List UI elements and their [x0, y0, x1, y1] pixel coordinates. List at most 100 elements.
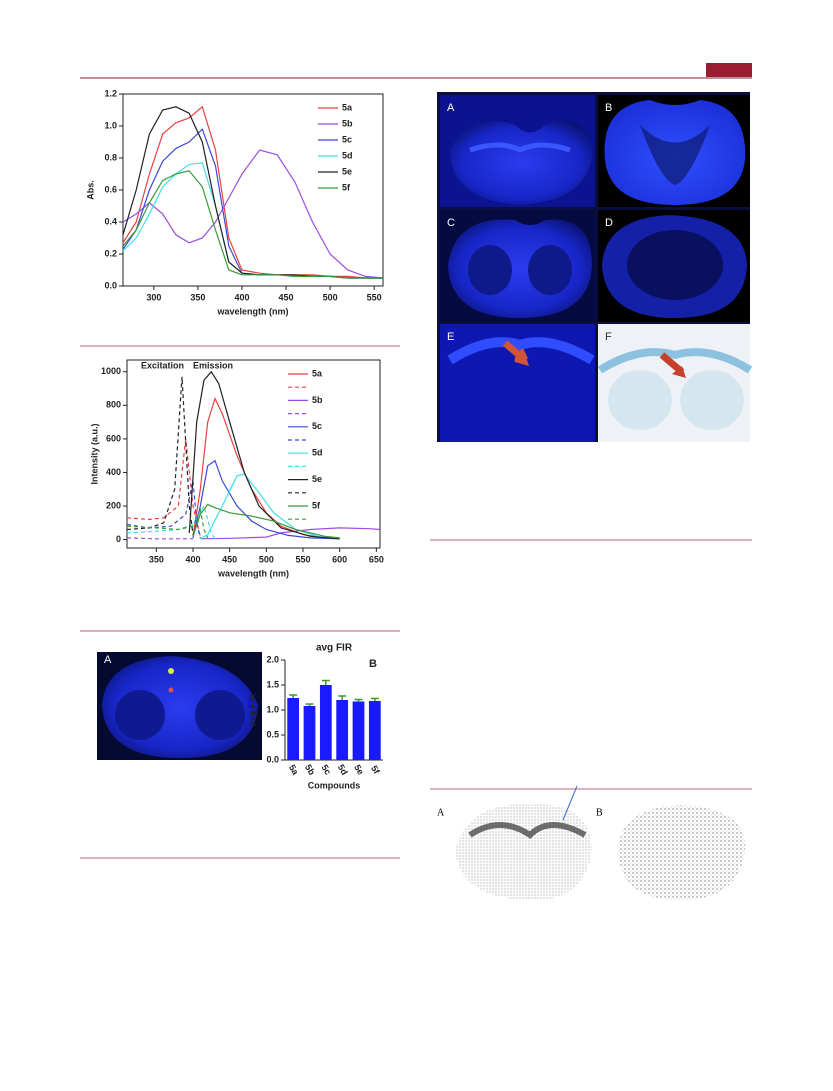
panel-label: A — [437, 807, 445, 818]
x-tick-label: 550 — [295, 554, 310, 564]
error-bar — [354, 698, 363, 702]
legend-label: 5a — [342, 102, 353, 112]
series-line — [126, 504, 216, 540]
panel-label: B — [605, 102, 612, 114]
error-bar — [305, 703, 314, 706]
panel-label: C — [447, 217, 455, 229]
y-tick-label: 0 — [116, 534, 121, 544]
y-tick-label: 1000 — [101, 366, 121, 376]
x-tick-label: 5e — [352, 763, 366, 777]
bar — [319, 685, 332, 760]
legend-label: 5c — [342, 134, 352, 144]
legend-label: 5e — [312, 474, 322, 484]
annotation: Excitation — [141, 360, 184, 370]
y-tick-label: 1.2 — [104, 88, 117, 98]
panel-label: A — [447, 102, 455, 114]
x-tick-label: 350 — [149, 554, 164, 564]
bar — [368, 701, 381, 760]
bar — [303, 706, 316, 760]
y-tick-label: 1.0 — [104, 120, 117, 130]
panel-label: A — [104, 654, 112, 666]
figure-panel-labels: A B C D E F — [447, 102, 613, 343]
x-axis-label: wavelength (nm) — [216, 306, 288, 316]
legend-label: 5d — [342, 150, 353, 160]
x-tick-label: 450 — [279, 292, 294, 302]
series-line — [192, 503, 340, 539]
y-axis-label: Intensity (a.u.) — [89, 423, 99, 484]
series-line — [200, 473, 340, 540]
series-line — [122, 106, 383, 279]
x-tick-label: 5f — [369, 764, 382, 777]
y-tick-label: 1.5 — [266, 679, 279, 689]
x-tick-label: 5a — [287, 763, 301, 778]
y-tick-label: 400 — [106, 467, 121, 477]
y-tick-label: 0.8 — [104, 152, 117, 162]
series-line — [126, 376, 194, 535]
x-tick-label: 500 — [323, 292, 338, 302]
y-tick-label: 2.0 — [266, 654, 279, 664]
legend-label: 5a — [312, 368, 323, 378]
series-line — [200, 527, 381, 540]
legend-label: 5f — [312, 500, 321, 510]
x-tick-label: 5d — [336, 763, 350, 777]
plot-frame — [126, 359, 381, 549]
x-tick-label: 350 — [190, 292, 205, 302]
series-line — [126, 438, 201, 537]
panel-label: B — [369, 658, 377, 670]
x-tick-label: 400 — [185, 554, 200, 564]
x-tick-label: 650 — [369, 554, 384, 564]
series-line — [192, 396, 340, 540]
y-tick-label: 0.5 — [266, 729, 279, 739]
panel-label: B — [596, 807, 603, 818]
x-tick-label: 5c — [320, 763, 334, 777]
chart-title: avg FIR — [316, 643, 353, 654]
legend-label: 5b — [342, 118, 353, 128]
series-line — [122, 149, 384, 279]
x-tick-label: 600 — [332, 554, 347, 564]
bar — [352, 701, 365, 760]
y-tick-label: 800 — [106, 400, 121, 410]
error-bar — [289, 694, 298, 698]
error-bar — [321, 679, 330, 685]
x-tick-label: 5b — [303, 763, 317, 778]
error-bar — [370, 697, 379, 701]
figure-image-grid — [437, 92, 753, 442]
series-line — [126, 507, 209, 539]
x-axis-label: wavelength (nm) — [217, 568, 289, 578]
y-tick-label: 0.6 — [104, 184, 117, 194]
bar — [336, 700, 349, 760]
series-line — [122, 105, 383, 279]
figure-4-images: A B — [437, 785, 746, 900]
legend-label: 5d — [312, 448, 323, 458]
legend-label: 5c — [312, 421, 322, 431]
y-tick-label: 1.0 — [266, 704, 279, 714]
legend-label: 5f — [342, 182, 351, 192]
panel-label: F — [605, 331, 612, 343]
annotation: Emission — [193, 360, 233, 370]
y-tick-label: 0.4 — [104, 216, 117, 226]
legend-label: 5e — [342, 166, 352, 176]
y-tick-label: 200 — [106, 500, 121, 510]
y-tick-label: 0.2 — [104, 248, 117, 258]
x-tick-label: 300 — [146, 292, 161, 302]
x-axis-label: Compounds — [308, 780, 361, 790]
bar — [287, 698, 300, 760]
header-block — [706, 63, 752, 77]
y-tick-label: 600 — [106, 433, 121, 443]
series-line — [188, 370, 340, 540]
series-line — [122, 162, 383, 279]
panel-label: E — [447, 331, 454, 343]
x-tick-label: 500 — [259, 554, 274, 564]
x-tick-label: 450 — [222, 554, 237, 564]
legend-label: 5b — [312, 395, 323, 405]
x-tick-label: 550 — [367, 292, 382, 302]
y-axis-label: avg FIR — [247, 693, 257, 726]
x-tick-label: 400 — [234, 292, 249, 302]
series-line — [126, 537, 193, 540]
y-tick-label: 0.0 — [104, 280, 117, 290]
y-tick-label: 0.0 — [266, 754, 279, 764]
y-axis-label: Abs. — [85, 180, 95, 200]
